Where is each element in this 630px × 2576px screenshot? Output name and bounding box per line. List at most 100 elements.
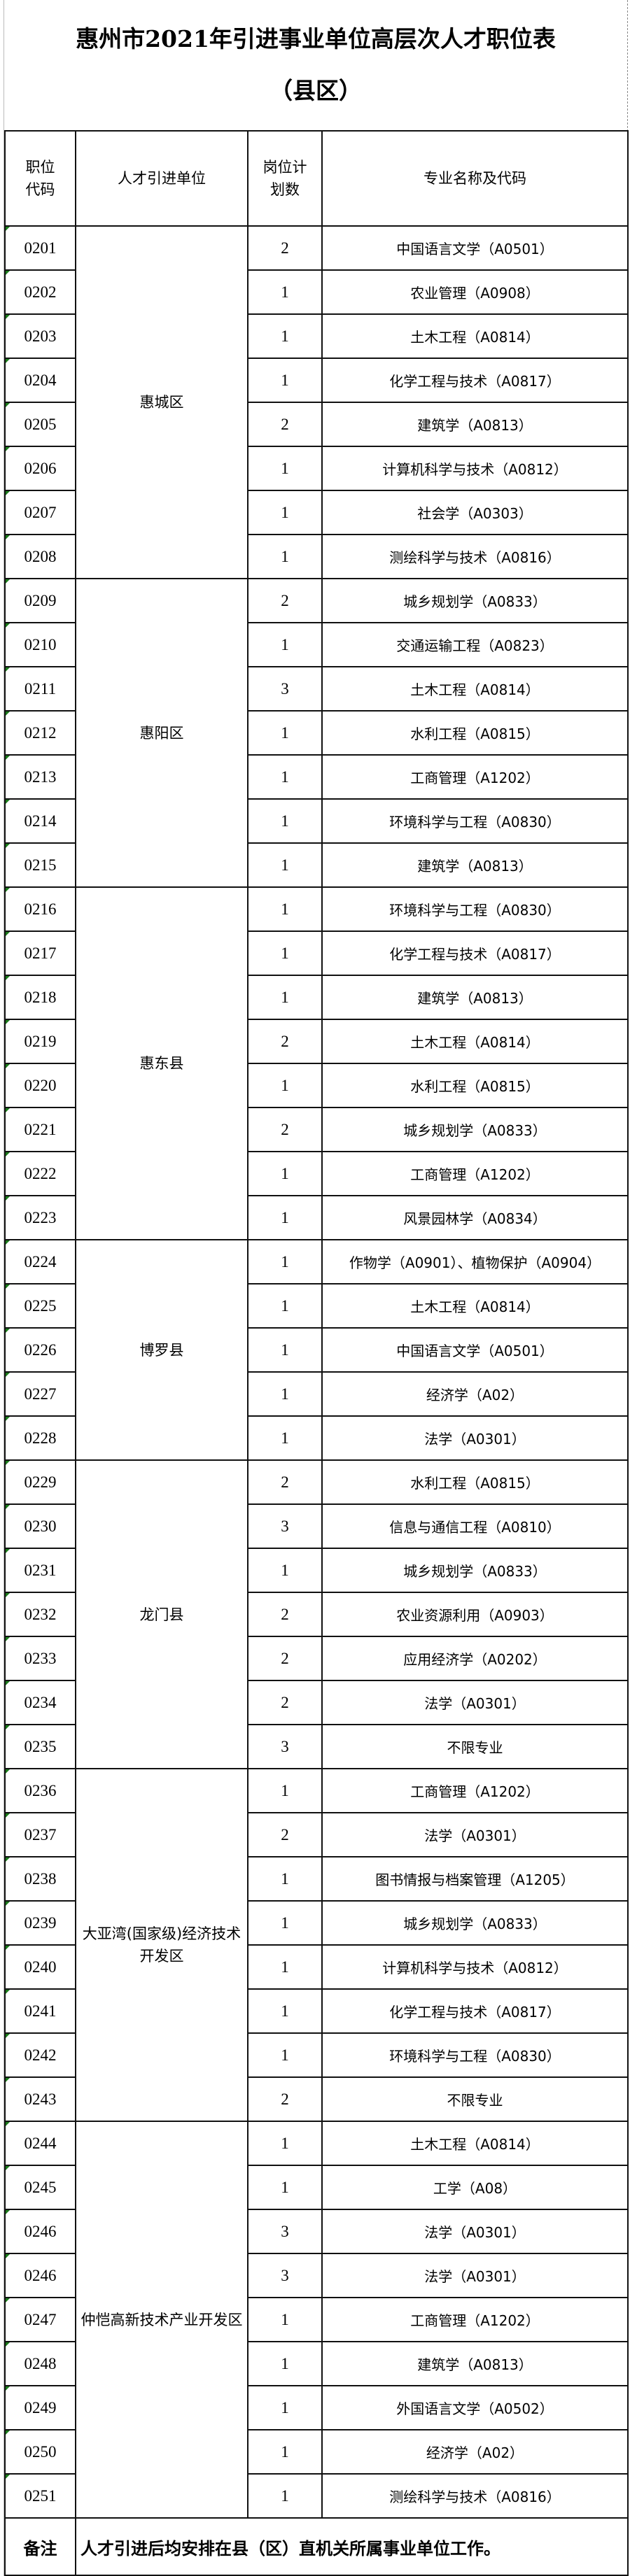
planned-count: 1 [247, 886, 323, 932]
table-row: 0232 2 农业资源利用（A0903） [4, 1592, 629, 1637]
title-line1: 惠州市2021年引进事业单位高层次人才职位表 [76, 25, 556, 52]
planned-count: 1 [247, 1856, 323, 1902]
planned-count: 1 [247, 2385, 323, 2430]
major-name: 工商管理（A1202） [321, 1768, 629, 1813]
unit-name: 惠阳区 [75, 578, 248, 888]
major-name: 外国语言文学（A0502） [321, 2385, 629, 2430]
planned-count: 1 [247, 2341, 323, 2386]
major-name: 水利工程（A0815） [321, 1063, 629, 1108]
position-code: 0243 [4, 2076, 76, 2122]
planned-count: 1 [247, 1988, 323, 2034]
table-row: 0238 1 图书情报与档案管理（A1205） [4, 1856, 629, 1902]
major-name: 水利工程（A0815） [321, 1459, 629, 1505]
major-name: 法学（A0301） [321, 2253, 629, 2298]
major-name: 交通运输工程（A0823） [321, 622, 629, 667]
planned-count: 1 [247, 1327, 323, 1373]
major-name: 社会学（A0303） [321, 490, 629, 535]
major-name: 土木工程（A0814） [321, 2121, 629, 2166]
planned-count: 1 [247, 313, 323, 359]
planned-count: 3 [247, 2209, 323, 2254]
planned-count: 1 [247, 1195, 323, 1240]
remark-row: 备注 人才引进后均安排在县（区）直机关所属事业单位工作。 [4, 2517, 629, 2576]
table-row: 0226 1 中国语言文学（A0501） [4, 1327, 629, 1373]
position-code: 0210 [4, 622, 76, 667]
position-code: 0206 [4, 446, 76, 491]
table-row: 0234 2 法学（A0301） [4, 1680, 629, 1725]
major-name: 法学（A0301） [321, 1415, 629, 1461]
position-code: 0211 [4, 666, 76, 712]
planned-count: 1 [247, 975, 323, 1020]
major-name: 工学（A08） [321, 2165, 629, 2210]
planned-count: 1 [247, 2121, 323, 2166]
major-name: 测绘科学与技术（A0816） [321, 534, 629, 579]
planned-count: 1 [247, 2032, 323, 2078]
table-row: 0201 惠城区 2 中国语言文学（A0501） [4, 225, 629, 579]
planned-count: 1 [247, 1548, 323, 1593]
major-name: 风景园林学（A0834） [321, 1195, 629, 1240]
planned-count: 1 [247, 1768, 323, 1813]
position-code: 0218 [4, 975, 76, 1020]
position-code: 0232 [4, 1592, 76, 1637]
position-code: 0249 [4, 2385, 76, 2430]
table-row: 0230 3 信息与通信工程（A0810） [4, 1503, 629, 1549]
table-body: 0201 惠城区 2 中国语言文学（A0501） 0202 1 农业管理（A0908） 020… [4, 225, 629, 2519]
table-row: 0209 惠阳区 2 城乡规划学（A0833） [4, 578, 629, 888]
major-name: 化学工程与技术（A0817） [321, 1988, 629, 2034]
planned-count: 2 [247, 1680, 323, 1725]
major-name: 城乡规划学（A0833） [321, 1548, 629, 1593]
unit-name: 龙门县 [75, 1459, 248, 1769]
table-row: 0206 1 计算机科学与技术（A0812） [4, 446, 629, 491]
major-name: 环境科学与工程（A0830） [321, 2032, 629, 2078]
table-row: 0251 1 测绘科学与技术（A0816） [4, 2473, 629, 2519]
unit-name: 仲恺高新技术产业开发区 [75, 2121, 248, 2519]
table-header-row: 职位代码 人才引进单位 岗位计划数 专业名称及代码 [4, 130, 629, 227]
position-code: 0246 [4, 2253, 76, 2298]
major-name: 土木工程（A0814） [321, 666, 629, 712]
table-row: 0231 1 城乡规划学（A0833） [4, 1548, 629, 1593]
header-major: 专业名称及代码 [321, 130, 629, 227]
table-row: 0218 1 建筑学（A0813） [4, 975, 629, 1020]
planned-count: 3 [247, 666, 323, 712]
major-name: 水利工程（A0815） [321, 710, 629, 756]
table-row: 0215 1 建筑学（A0813） [4, 842, 629, 888]
major-name: 不限专业 [321, 1724, 629, 1769]
major-name: 图书情报与档案管理（A1205） [321, 1856, 629, 1902]
table-row: 0202 1 农业管理（A0908） [4, 269, 629, 315]
major-name: 城乡规划学（A0833） [321, 1107, 629, 1152]
major-name: 计算机科学与技术（A0812） [321, 446, 629, 491]
table-row: 0216 惠东县 1 环境科学与工程（A0830） [4, 886, 629, 1240]
table-row: 0247 1 工商管理（A1202） [4, 2297, 629, 2342]
position-code: 0220 [4, 1063, 76, 1108]
remark-text: 人才引进后均安排在县（区）直机关所属事业单位工作。 [75, 2517, 629, 2576]
position-code: 0223 [4, 1195, 76, 1240]
table-row: 0221 2 城乡规划学（A0833） [4, 1107, 629, 1152]
planned-count: 1 [247, 754, 323, 800]
position-code: 0242 [4, 2032, 76, 2078]
planned-count: 2 [247, 1812, 323, 1857]
table-row: 0225 1 土木工程（A0814） [4, 1283, 629, 1329]
table-row: 0208 1 测绘科学与技术（A0816） [4, 534, 629, 579]
position-code: 0236 [4, 1768, 76, 1813]
position-code: 0246 [4, 2209, 76, 2254]
position-code: 0205 [4, 402, 76, 447]
table-row: 0245 1 工学（A08） [4, 2165, 629, 2210]
position-code: 0226 [4, 1327, 76, 1373]
major-name: 计算机科学与技术（A0812） [321, 1944, 629, 1990]
position-code: 0217 [4, 930, 76, 976]
page-title: 惠州市2021年引进事业单位高层次人才职位表 （县区） [4, 0, 627, 130]
unit-name: 大亚湾(国家级)经济技术开发区 [75, 1768, 248, 2122]
table-row: 0207 1 社会学（A0303） [4, 490, 629, 535]
position-code: 0228 [4, 1415, 76, 1461]
position-code: 0250 [4, 2429, 76, 2475]
planned-count: 2 [247, 1019, 323, 1064]
table-row: 0243 2 不限专业 [4, 2076, 629, 2122]
unit-name: 惠东县 [75, 886, 248, 1240]
position-code: 0240 [4, 1944, 76, 1990]
major-name: 工商管理（A1202） [321, 754, 629, 800]
major-name: 信息与通信工程（A0810） [321, 1503, 629, 1549]
planned-count: 1 [247, 842, 323, 888]
table-row: 0223 1 风景园林学（A0834） [4, 1195, 629, 1240]
planned-count: 1 [247, 710, 323, 756]
major-name: 化学工程与技术（A0817） [321, 358, 629, 403]
major-name: 土木工程（A0814） [321, 1283, 629, 1329]
